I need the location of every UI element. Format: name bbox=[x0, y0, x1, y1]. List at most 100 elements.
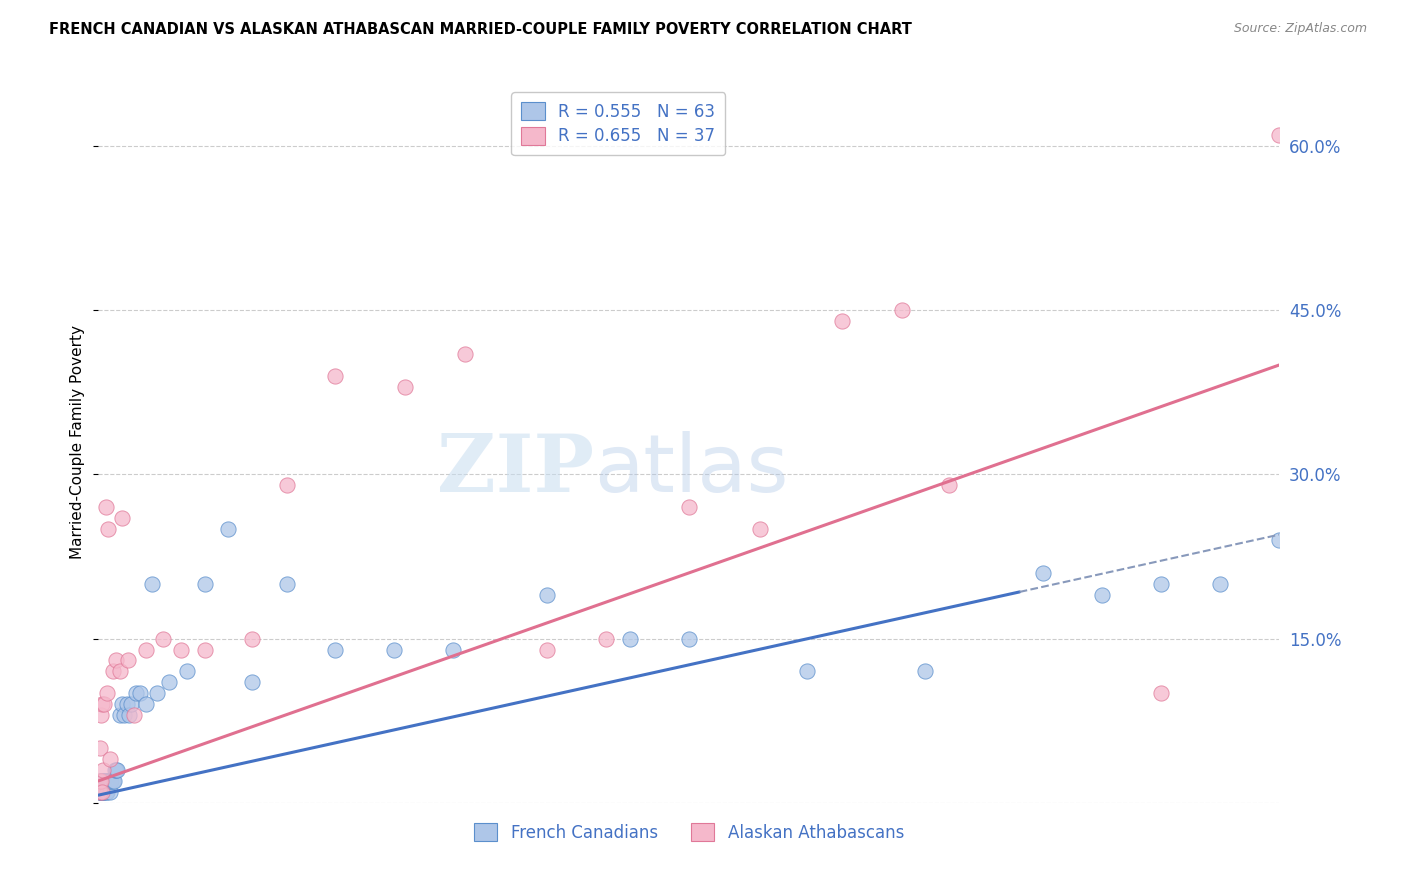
Point bbox=[96, 773, 118, 788]
Point bbox=[93, 785, 115, 799]
Point bbox=[1150, 577, 1173, 591]
Point bbox=[90, 785, 112, 799]
Point bbox=[90, 785, 112, 799]
Point bbox=[240, 675, 263, 690]
Point bbox=[217, 522, 239, 536]
Point bbox=[194, 642, 217, 657]
Point bbox=[118, 708, 141, 723]
Point bbox=[831, 314, 853, 328]
Text: FRENCH CANADIAN VS ALASKAN ATHABASCAN MARRIED-COUPLE FAMILY POVERTY CORRELATION : FRENCH CANADIAN VS ALASKAN ATHABASCAN MA… bbox=[49, 22, 912, 37]
Point bbox=[748, 522, 770, 536]
Point bbox=[90, 708, 112, 723]
Point bbox=[125, 686, 148, 700]
Legend: French Canadians, Alaskan Athabascans: French Canadians, Alaskan Athabascans bbox=[467, 817, 911, 848]
Point bbox=[678, 500, 700, 515]
Point bbox=[122, 708, 145, 723]
Point bbox=[441, 642, 464, 657]
Point bbox=[619, 632, 641, 646]
Point bbox=[90, 785, 112, 799]
Point bbox=[101, 665, 124, 679]
Point bbox=[152, 632, 174, 646]
Point bbox=[135, 698, 157, 712]
Text: ZIP: ZIP bbox=[437, 432, 595, 509]
Point bbox=[91, 773, 114, 788]
Point bbox=[128, 686, 150, 700]
Point bbox=[94, 773, 117, 788]
Point bbox=[194, 577, 217, 591]
Point bbox=[91, 785, 114, 799]
Point bbox=[135, 642, 157, 657]
Point bbox=[93, 773, 115, 788]
Point bbox=[323, 642, 346, 657]
Point bbox=[89, 785, 111, 799]
Point bbox=[97, 773, 120, 788]
Point bbox=[157, 675, 180, 690]
Point bbox=[1091, 588, 1114, 602]
Y-axis label: Married-Couple Family Poverty: Married-Couple Family Poverty bbox=[70, 325, 86, 558]
Point bbox=[796, 665, 818, 679]
Point bbox=[89, 773, 111, 788]
Point bbox=[96, 686, 118, 700]
Point bbox=[91, 763, 114, 777]
Point bbox=[98, 773, 121, 788]
Point bbox=[1209, 577, 1232, 591]
Point bbox=[96, 785, 118, 799]
Point bbox=[111, 511, 134, 525]
Point bbox=[117, 653, 139, 667]
Point bbox=[101, 773, 124, 788]
Point bbox=[170, 642, 193, 657]
Point bbox=[108, 665, 131, 679]
Point bbox=[97, 522, 120, 536]
Point bbox=[105, 653, 128, 667]
Point bbox=[276, 478, 298, 492]
Point bbox=[146, 686, 169, 700]
Point bbox=[89, 741, 111, 756]
Point bbox=[1150, 686, 1173, 700]
Point bbox=[91, 785, 114, 799]
Point bbox=[91, 698, 114, 712]
Point bbox=[93, 698, 115, 712]
Point bbox=[176, 665, 198, 679]
Point bbox=[115, 698, 138, 712]
Point bbox=[141, 577, 163, 591]
Point bbox=[89, 785, 111, 799]
Point bbox=[111, 698, 134, 712]
Point bbox=[90, 773, 112, 788]
Point bbox=[97, 773, 120, 788]
Point bbox=[121, 698, 143, 712]
Point bbox=[98, 773, 121, 788]
Point bbox=[94, 500, 117, 515]
Point bbox=[323, 368, 346, 383]
Point bbox=[678, 632, 700, 646]
Point bbox=[98, 752, 121, 766]
Text: Source: ZipAtlas.com: Source: ZipAtlas.com bbox=[1233, 22, 1367, 36]
Point bbox=[382, 642, 405, 657]
Point bbox=[108, 708, 131, 723]
Point bbox=[112, 708, 135, 723]
Point bbox=[536, 588, 558, 602]
Point bbox=[89, 785, 111, 799]
Point bbox=[536, 642, 558, 657]
Point bbox=[104, 763, 127, 777]
Point bbox=[91, 785, 114, 799]
Point bbox=[938, 478, 960, 492]
Point bbox=[276, 577, 298, 591]
Point bbox=[105, 763, 128, 777]
Point bbox=[91, 785, 114, 799]
Point bbox=[453, 347, 475, 361]
Point bbox=[1268, 128, 1291, 142]
Point bbox=[914, 665, 936, 679]
Point bbox=[91, 773, 114, 788]
Point bbox=[93, 773, 115, 788]
Point bbox=[100, 773, 122, 788]
Point bbox=[91, 785, 114, 799]
Point bbox=[240, 632, 263, 646]
Point bbox=[89, 785, 111, 799]
Text: atlas: atlas bbox=[595, 432, 789, 509]
Point bbox=[103, 773, 125, 788]
Point bbox=[595, 632, 617, 646]
Point bbox=[90, 773, 112, 788]
Point bbox=[89, 773, 111, 788]
Point bbox=[1268, 533, 1291, 547]
Point bbox=[890, 303, 912, 318]
